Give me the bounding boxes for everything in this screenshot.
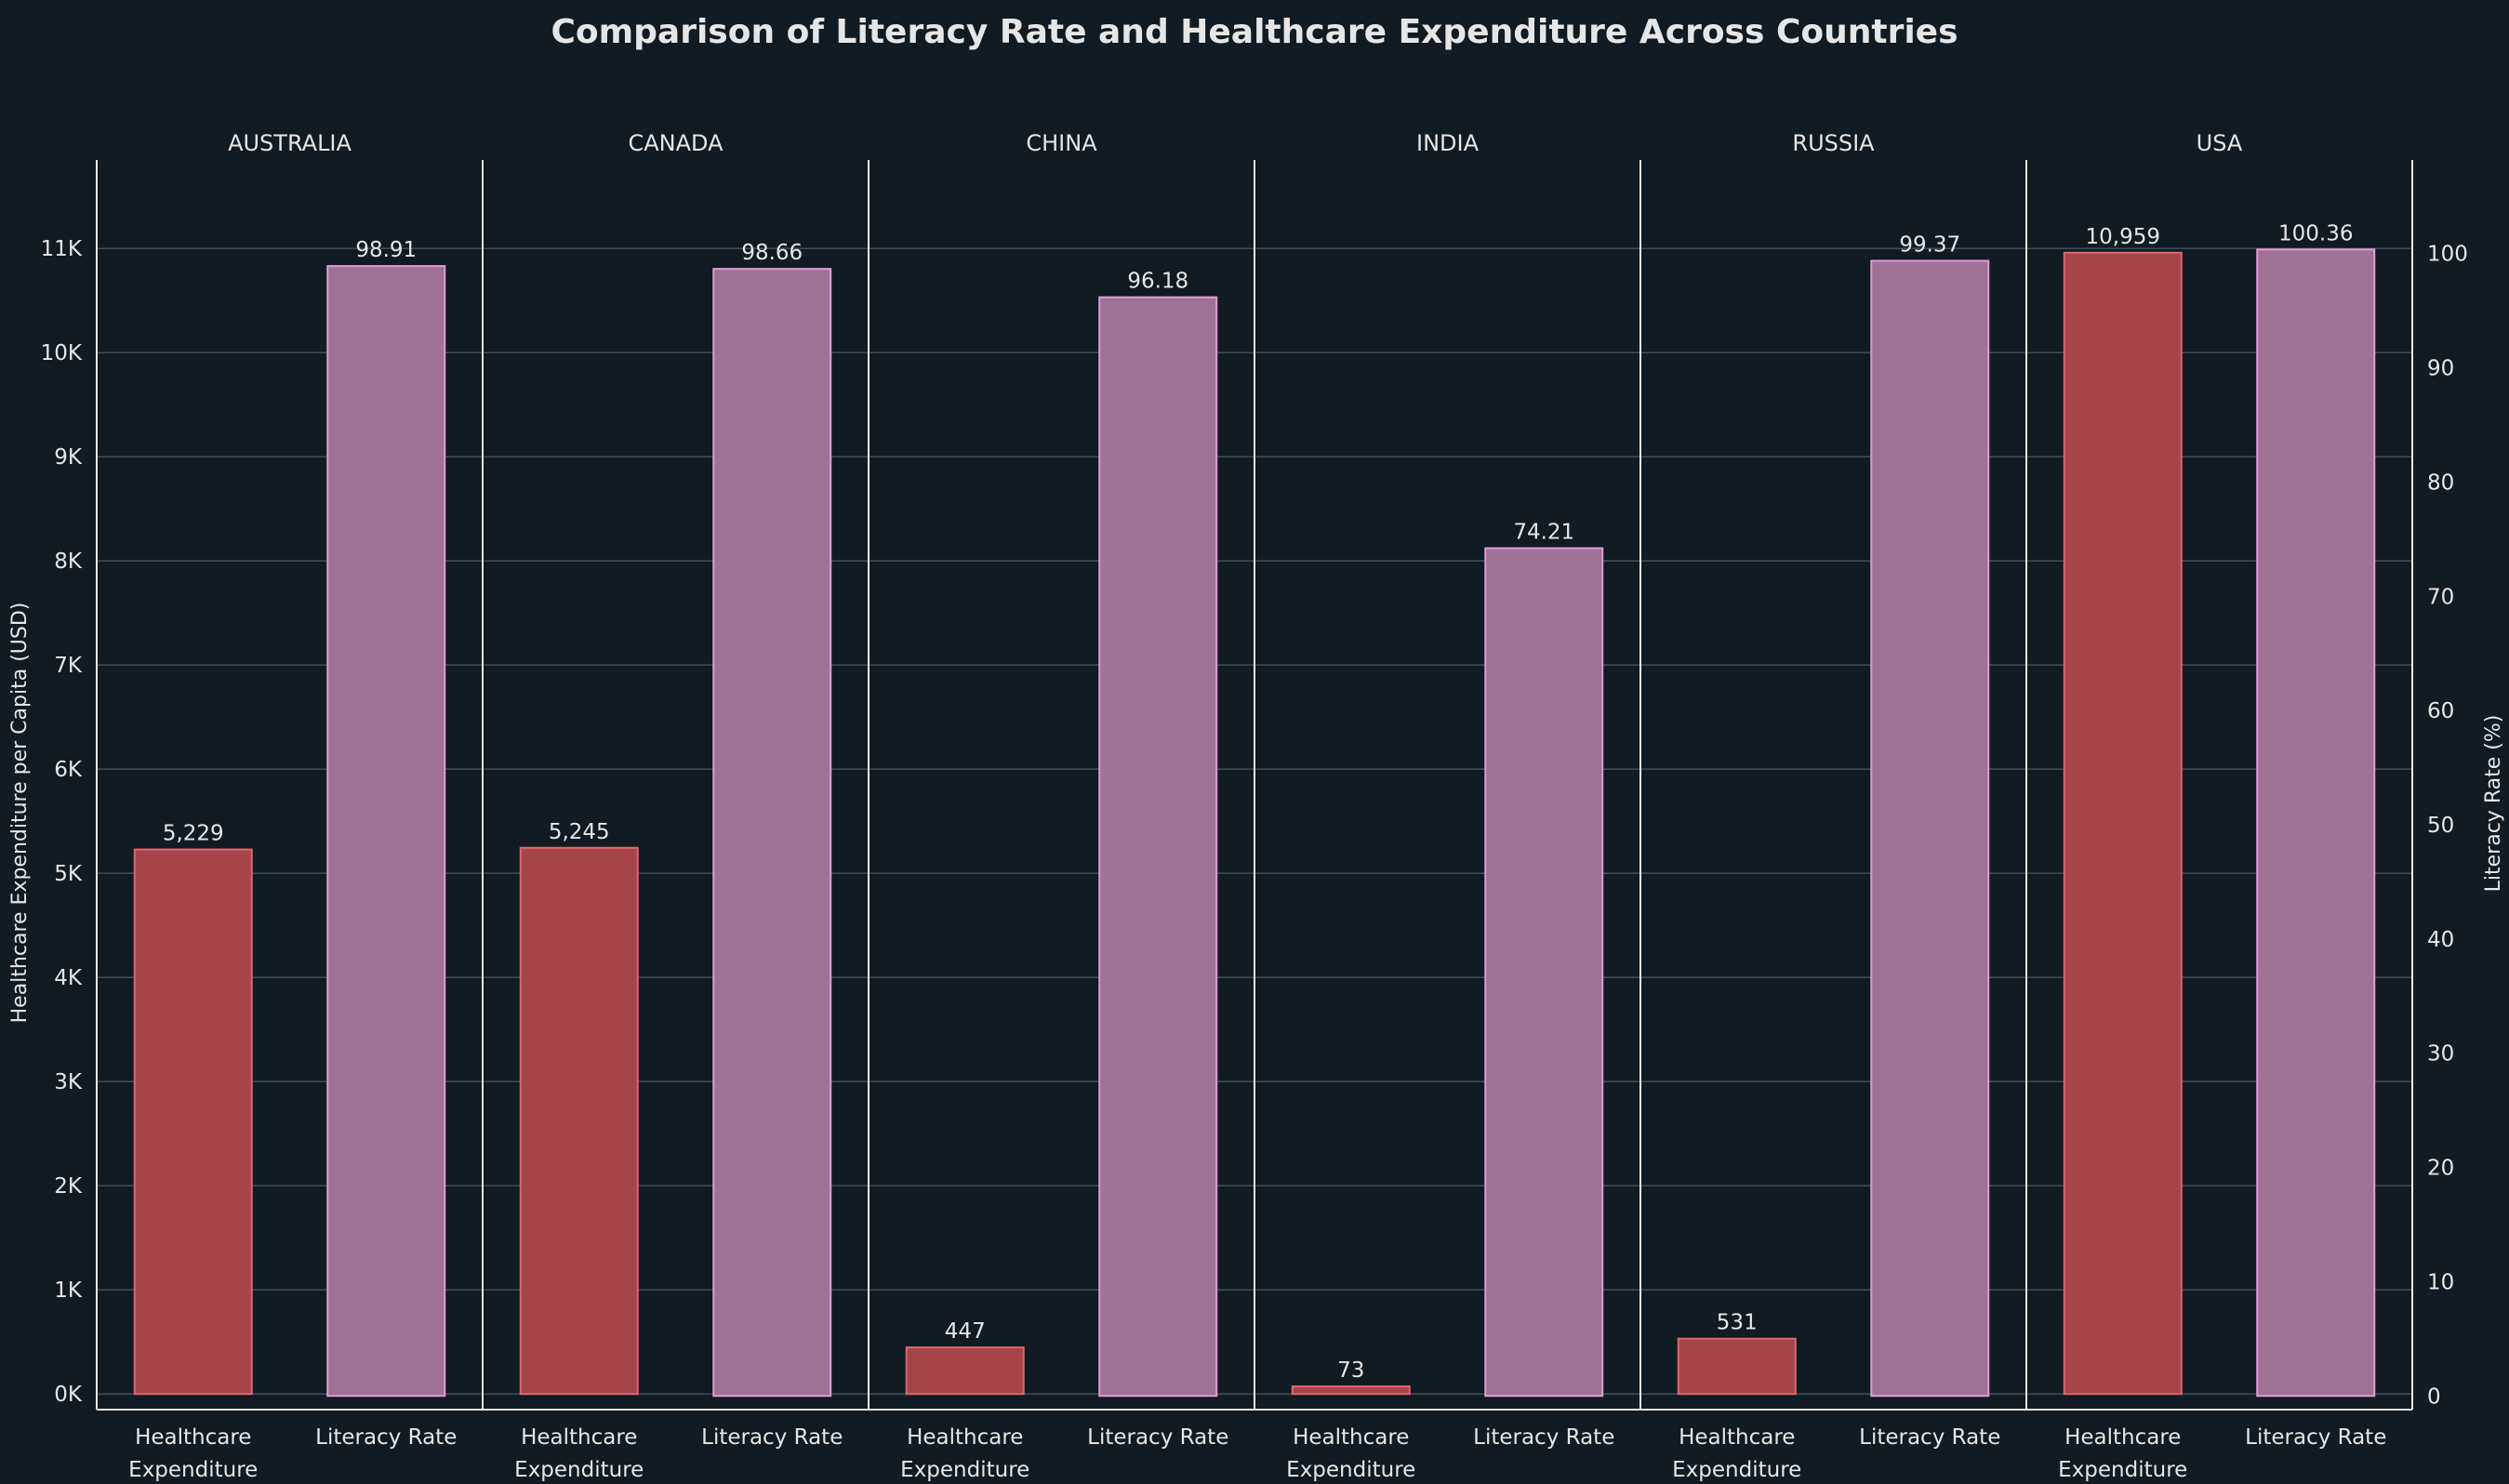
right-tick-label: 100 <box>2427 243 2468 267</box>
facet-label: AUSTRALIA <box>228 130 352 156</box>
bar <box>133 848 253 1396</box>
category-label: Healthcare <box>1679 1425 1795 1450</box>
category-label: Literacy Rate <box>1473 1425 1614 1450</box>
bar <box>519 846 639 1396</box>
left-tick-label: 9K <box>54 445 83 470</box>
right-tick-label: 10 <box>2427 1270 2454 1294</box>
left-tick-label: 3K <box>54 1070 83 1094</box>
right-tick-label: 50 <box>2427 814 2454 838</box>
bar-value-label: 98.66 <box>741 241 803 265</box>
bar-value-label: 5,245 <box>549 820 610 844</box>
category-label: Expenditure <box>514 1458 644 1482</box>
bar <box>1677 1337 1797 1396</box>
bar <box>2256 248 2376 1398</box>
left-tick-label: 0K <box>54 1383 83 1407</box>
category-label: Expenditure <box>1286 1458 1415 1482</box>
facet-label: RUSSIA <box>1792 130 1875 156</box>
category-label: Literacy Rate <box>701 1425 843 1450</box>
right-tick-label: 60 <box>2427 699 2454 723</box>
bar-value-label: 96.18 <box>1127 270 1188 294</box>
bar-value-label: 73 <box>1337 1358 1364 1383</box>
facet-label: CHINA <box>1026 130 1097 156</box>
bar-value-label: 531 <box>1717 1311 1758 1335</box>
left-tick-label: 10K <box>41 341 83 365</box>
category-label: Expenditure <box>128 1458 258 1482</box>
bar <box>1870 259 1990 1398</box>
right-tick-label: 80 <box>2427 470 2454 495</box>
category-label: Healthcare <box>521 1425 637 1450</box>
left-tick-label: 7K <box>54 654 83 678</box>
category-label: Literacy Rate <box>315 1425 457 1450</box>
left-tick-label: 5K <box>54 862 83 886</box>
bar <box>326 265 446 1398</box>
right-tick-label: 40 <box>2427 928 2454 952</box>
facet-label: INDIA <box>1416 130 1480 156</box>
category-label: Literacy Rate <box>1087 1425 1228 1450</box>
bar-value-label: 99.37 <box>1899 232 1960 257</box>
chart-title: Comparison of Literacy Rate and Healthca… <box>551 13 1958 51</box>
right-tick-label: 20 <box>2427 1157 2454 1181</box>
category-label: Healthcare <box>135 1425 251 1450</box>
bar <box>2063 251 2183 1396</box>
category-label: Healthcare <box>2064 1425 2181 1450</box>
left-tick-label: 1K <box>54 1279 83 1303</box>
right-axis-label: Literacy Rate (%) <box>2482 715 2505 893</box>
left-axis-label: Healthcare Expenditure per Capita (USD) <box>8 603 32 1024</box>
right-tick-label: 90 <box>2427 357 2454 381</box>
category-label: Literacy Rate <box>1859 1425 2000 1450</box>
category-label: Healthcare <box>907 1425 1023 1450</box>
bar-value-label: 74.21 <box>1513 521 1574 545</box>
category-label: Expenditure <box>1672 1458 1801 1482</box>
bar <box>1484 547 1604 1398</box>
left-tick-label: 2K <box>54 1174 83 1199</box>
category-label: Expenditure <box>2058 1458 2187 1482</box>
facet-label: USA <box>2197 130 2243 156</box>
bar-value-label: 10,959 <box>2086 225 2160 249</box>
left-tick-label: 11K <box>41 237 83 261</box>
facet-label: CANADA <box>628 130 723 156</box>
bar-value-label: 100.36 <box>2278 221 2353 245</box>
category-label: Healthcare <box>1293 1425 1409 1450</box>
bar <box>905 1346 1025 1396</box>
right-tick-label: 0 <box>2427 1385 2441 1409</box>
right-tick-label: 70 <box>2427 585 2454 609</box>
left-tick-label: 8K <box>54 550 83 574</box>
bar <box>1098 296 1218 1398</box>
left-tick-label: 4K <box>54 966 83 990</box>
right-tick-label: 30 <box>2427 1042 2454 1067</box>
category-label: Expenditure <box>900 1458 1029 1482</box>
bar <box>712 268 832 1398</box>
category-label: Literacy Rate <box>2245 1425 2386 1450</box>
bar-value-label: 447 <box>945 1319 986 1344</box>
bar-value-label: 5,229 <box>163 822 224 846</box>
bar-value-label: 98.91 <box>355 238 417 262</box>
bar <box>1291 1385 1411 1396</box>
left-tick-label: 6K <box>54 758 83 782</box>
